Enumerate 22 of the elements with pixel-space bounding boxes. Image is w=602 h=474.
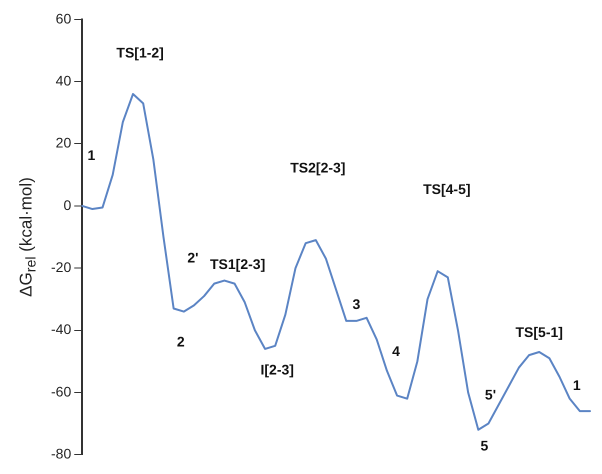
y-tick-label: -60 bbox=[51, 383, 72, 400]
y-tick-label: -40 bbox=[51, 321, 72, 338]
annotation: 4 bbox=[392, 342, 400, 359]
annotation: TS2[2-3] bbox=[290, 159, 346, 176]
annotation: TS[4-5] bbox=[423, 181, 471, 198]
annotation: 5 bbox=[480, 438, 488, 454]
y-tick-label: -80 bbox=[51, 445, 72, 462]
annotation: 5' bbox=[484, 386, 496, 402]
y-tick-label: 0 bbox=[63, 196, 72, 213]
annotation: 3 bbox=[352, 296, 361, 312]
annotation: TS1[2-3] bbox=[210, 256, 266, 272]
annotation: 1 bbox=[87, 147, 96, 164]
annotation: 2' bbox=[187, 250, 198, 266]
annotation: I[2-3] bbox=[260, 362, 294, 378]
y-tick-label: 60 bbox=[56, 10, 72, 26]
y-tick-label: -20 bbox=[51, 258, 72, 275]
annotation: TS[1-2] bbox=[116, 44, 164, 60]
y-tick-label: 40 bbox=[56, 72, 72, 88]
annotation: TS[5-1] bbox=[515, 324, 563, 340]
y-tick-label: 20 bbox=[56, 134, 72, 151]
annotation: 1 bbox=[572, 377, 581, 394]
annotation: 2 bbox=[176, 334, 185, 350]
